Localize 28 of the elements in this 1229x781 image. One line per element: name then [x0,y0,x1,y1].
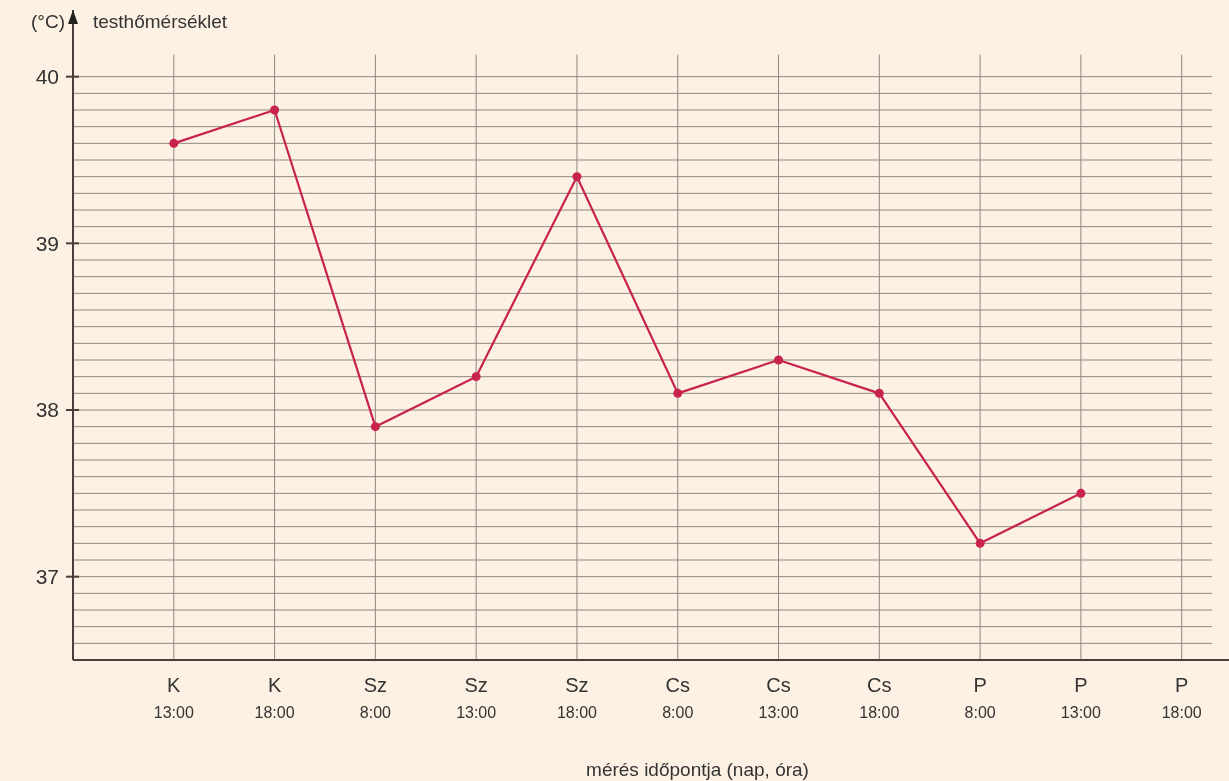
y-tick-label: 39 [35,231,59,255]
x-axis-title: mérés időpontja (nap, óra) [586,759,809,780]
x-tick-label: Sz 8:00 [359,674,392,721]
x-tick-label: K 13:00 [153,674,194,721]
y-tick-label: 38 [35,398,59,422]
x-tick-label: Sz 13:00 [456,674,497,721]
point [774,355,784,365]
x-tick-label: P 8:00 [964,674,996,721]
y-tick-label: 40 [35,65,59,89]
point [270,105,280,115]
x-tick-label: Cs 13:00 [758,674,799,721]
point [370,422,380,432]
point [874,388,884,398]
point [1076,488,1086,498]
point [169,138,179,148]
point [975,538,985,548]
x-tick-label: Sz 18:00 [556,674,598,721]
x-tick-label: Cs 18:00 [859,674,900,721]
x-tick-label: P 13:00 [1060,674,1102,721]
y-tick-label: 37 [35,565,59,589]
point [673,388,683,398]
x-tick-label: K 18:00 [254,674,295,721]
x-tick-label: Cs 8:00 [662,674,694,721]
y-axis-title: testhőmérséklet [93,11,228,32]
x-tick-label: P 18:00 [1161,674,1202,721]
point [572,172,582,182]
point [471,372,481,382]
text: (°C) [31,11,65,32]
